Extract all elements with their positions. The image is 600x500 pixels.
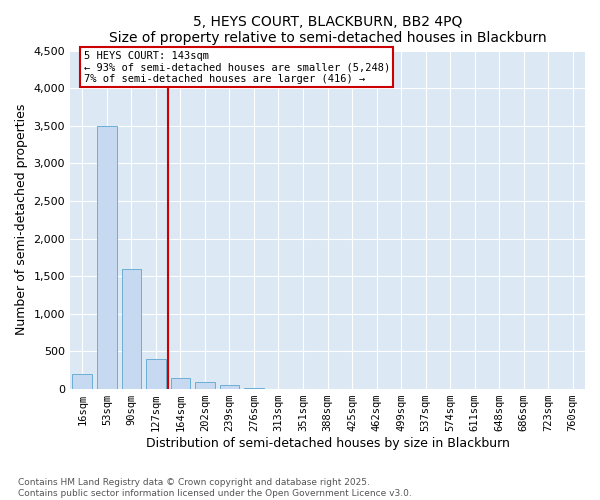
Bar [146, 359, 166, 389]
Text: Contains HM Land Registry data © Crown copyright and database right 2025.
Contai: Contains HM Land Registry data © Crown c… [18, 478, 412, 498]
Bar [73, 374, 92, 389]
Bar [122, 268, 141, 389]
Bar [244, 388, 264, 389]
Title: 5, HEYS COURT, BLACKBURN, BB2 4PQ
Size of property relative to semi-detached hou: 5, HEYS COURT, BLACKBURN, BB2 4PQ Size o… [109, 15, 547, 45]
Y-axis label: Number of semi-detached properties: Number of semi-detached properties [15, 104, 28, 336]
Bar [220, 386, 239, 389]
Text: 5 HEYS COURT: 143sqm
← 93% of semi-detached houses are smaller (5,248)
7% of sem: 5 HEYS COURT: 143sqm ← 93% of semi-detac… [83, 50, 390, 84]
Bar [97, 126, 116, 389]
Bar [195, 382, 215, 389]
Bar [170, 378, 190, 389]
X-axis label: Distribution of semi-detached houses by size in Blackburn: Distribution of semi-detached houses by … [146, 437, 509, 450]
